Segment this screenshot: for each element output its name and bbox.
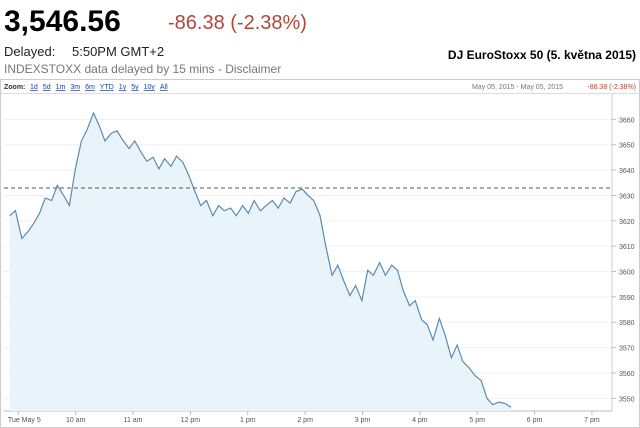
delayed-label: Delayed: [4,44,55,59]
y-tick-label: 3560 [619,371,635,378]
x-tick-label: 4 pm [412,417,428,424]
y-tick-label: 3650 [619,143,635,150]
y-tick-label: 3600 [619,270,635,277]
zoom-option[interactable]: 1d [30,84,38,91]
y-tick-label: 3640 [619,168,635,175]
x-tick-label: 11 am [124,417,143,424]
zoom-option[interactable]: 10y [144,84,156,91]
zoom-option[interactable]: 5d [43,84,51,91]
x-tick-label: 3 pm [355,417,371,424]
price: 3,546.56 [4,5,121,38]
zoom-label: Zoom: [4,84,25,91]
x-tick-label: Tue May 5 [8,417,41,424]
y-tick-label: 3590 [619,295,635,302]
chart-title: DJ EuroStoxx 50 (5. května 2015) [448,48,636,62]
range-change: -86.38 (-2.38%) [587,84,636,91]
x-tick-label: 7 pm [584,417,600,424]
x-tick-label: 10 am [66,417,86,424]
y-tick-label: 3610 [619,244,635,251]
zoom-option[interactable]: YTD [100,84,114,91]
y-tick-label: 3620 [619,219,635,226]
zoom-option[interactable]: 5y [131,84,139,91]
x-tick-label: 1 pm [240,417,256,424]
area [9,113,512,412]
zoom-option[interactable]: 3m [70,84,80,91]
zoom-option[interactable]: 1y [119,84,127,91]
zoom-option[interactable]: 1m [56,84,66,91]
x-tick-label: 12 pm [181,417,201,424]
y-tick-label: 3660 [619,117,635,124]
x-tick-label: 5 pm [469,417,485,424]
y-tick-label: 3570 [619,346,635,353]
y-tick-label: 3550 [619,396,635,403]
zoom-option[interactable]: 6m [85,84,95,91]
line [9,111,512,408]
source-note[interactable]: INDEXSTOXX data delayed by 15 mins - Dis… [4,62,281,76]
y-tick-label: 3580 [619,320,635,327]
price-change: -86.38 (-2.38%) [168,12,307,34]
y-tick-label: 3630 [619,193,635,200]
x-tick-label: 6 pm [527,417,543,424]
range: May 05, 2015 - May 05, 2015 [472,84,563,91]
x-tick-label: 2 pm [297,417,313,424]
zoom-option[interactable]: All [160,84,168,91]
delayed-time: 5:50PM GMT+2 [72,44,164,59]
